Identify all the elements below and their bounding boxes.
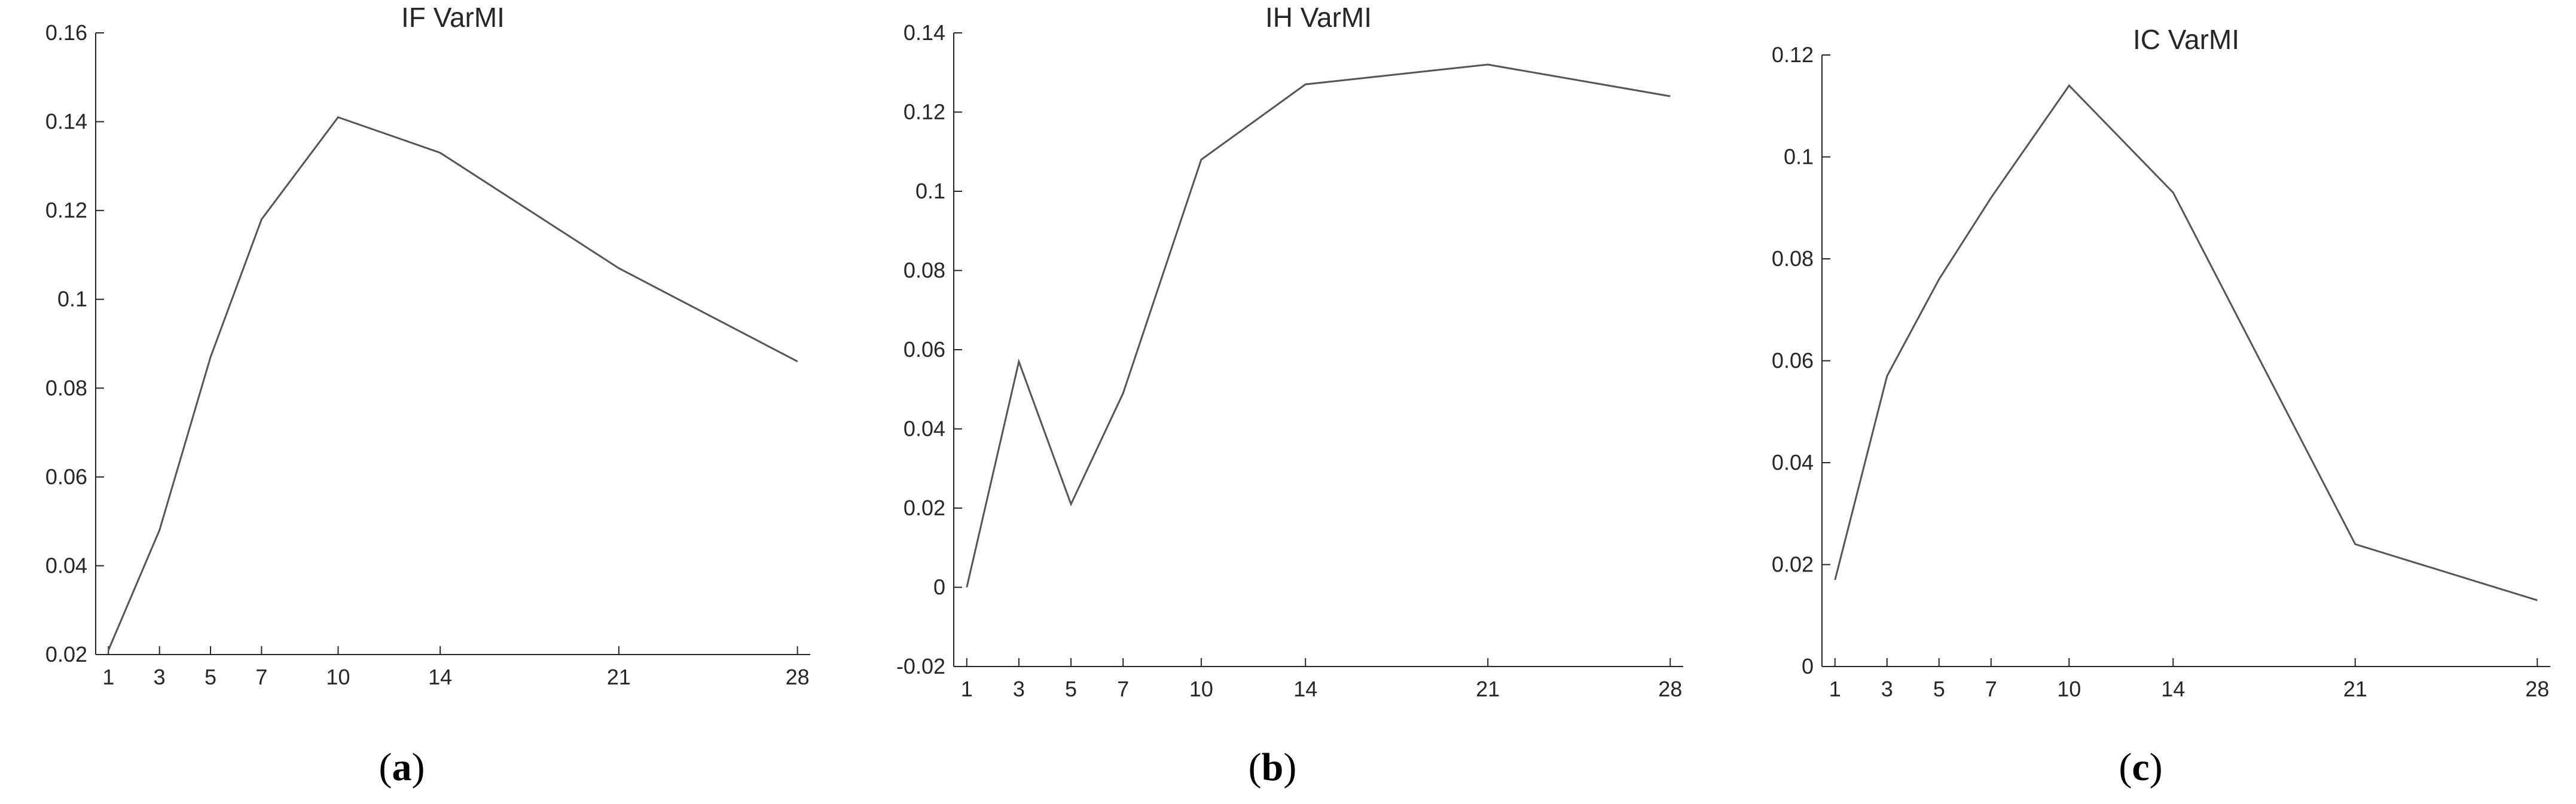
y-tick-label: -0.02 [896, 654, 945, 678]
chart-title: IF VarMI [401, 2, 505, 33]
panel-caption: (a) [379, 745, 425, 789]
x-tick-label: 14 [1293, 677, 1317, 701]
y-tick-label: 0.02 [1772, 552, 1814, 577]
y-tick-label: 0.04 [45, 553, 87, 577]
caption-close-paren: ) [2150, 745, 2163, 789]
x-tick-label: 28 [1658, 677, 1682, 701]
x-tick-label: 21 [607, 665, 631, 689]
panel-caption: (c) [2119, 745, 2162, 789]
caption-letter: b [1262, 745, 1284, 789]
caption-close-paren: ) [412, 745, 425, 789]
chart-title: IH VarMI [1265, 2, 1372, 33]
y-tick-label: 0.12 [45, 198, 87, 222]
x-tick-label: 10 [326, 665, 350, 689]
y-tick-label: 0.12 [1772, 42, 1814, 67]
x-tick-label: 1 [1829, 677, 1841, 701]
caption-open-paren: ( [2119, 745, 2132, 789]
y-tick-label: 0.14 [904, 20, 945, 45]
caption-open-paren: ( [379, 745, 392, 789]
caption-letter: c [2132, 745, 2149, 789]
x-tick-label: 7 [1985, 677, 1997, 701]
y-tick-label: 0 [1802, 654, 1814, 678]
x-tick-label: 7 [1117, 677, 1129, 701]
x-tick-label: 10 [1189, 677, 1213, 701]
series-line-1 [107, 116, 798, 651]
y-tick-label: 0 [933, 575, 945, 600]
x-tick-label: 3 [1013, 677, 1025, 701]
x-tick-label: 28 [786, 665, 810, 689]
x-tick-label: 1 [961, 677, 973, 701]
y-tick-label: 0.14 [45, 109, 87, 134]
y-tick-label: 0.08 [1772, 246, 1814, 271]
y-tick-label: 0.08 [904, 258, 945, 283]
panel-caption: (b) [1249, 745, 1297, 789]
x-tick-label: 7 [255, 665, 267, 689]
y-tick-label: 0.02 [45, 642, 87, 667]
y-tick-label: 0.02 [904, 496, 945, 520]
y-tick-label: 0.1 [1784, 145, 1814, 169]
caption-close-paren: ) [1283, 745, 1296, 789]
x-tick-label: 5 [1065, 677, 1077, 701]
caption-letter: a [392, 745, 412, 789]
x-tick-label: 28 [2525, 677, 2549, 701]
y-tick-label: 0.06 [1772, 348, 1814, 373]
y-tick-label: 0.08 [45, 375, 87, 400]
chart-panels: 0.020.040.060.080.10.120.140.161 3 5 7 10 14 2… [45, 2, 2550, 789]
x-tick-label: 3 [1881, 677, 1893, 701]
y-tick-label: 0.04 [904, 417, 945, 441]
x-tick-label: 5 [205, 665, 216, 689]
x-tick-label: 1 [102, 665, 114, 689]
y-tick-label: 0.16 [45, 20, 87, 45]
chart-title: IC VarMI [2133, 24, 2239, 55]
x-tick-label: 14 [428, 665, 452, 689]
y-tick-label: 0.1 [57, 287, 87, 311]
chart-panel-3: 0 0.02 0.04 0.06 0.08 0.1 0.12 1 3 5 7 10 14 21 28 IC V… [1772, 24, 2550, 789]
y-tick-label: 0.06 [904, 337, 945, 362]
y-tick-label: 0.12 [904, 100, 945, 124]
y-tick-label: 0.04 [1772, 450, 1814, 475]
x-tick-label: 10 [2057, 677, 2081, 701]
series-line-1 [966, 63, 1671, 588]
x-tick-label: 21 [2343, 677, 2367, 701]
chart-panel-2: -0.02 0 0.02 0.04 0.06 0.08 0.1 0.12 0.14 1 3 5 7 10 1… [896, 2, 1683, 789]
x-tick-label: 14 [2161, 677, 2185, 701]
y-tick-label: 0.06 [45, 464, 87, 489]
y-tick-label: 0.1 [915, 179, 945, 203]
x-tick-label: 3 [154, 665, 166, 689]
x-tick-label: 21 [1476, 677, 1500, 701]
x-tick-label: 5 [1933, 677, 1945, 701]
chart-panel-1: 0.02 0.04 0.06 0.08 0.1 0.12 0.14 0.16 1 3 5 7 10 14 2… [45, 2, 810, 789]
series-line-1 [1834, 84, 2538, 601]
caption-open-paren: ( [1249, 745, 1262, 789]
